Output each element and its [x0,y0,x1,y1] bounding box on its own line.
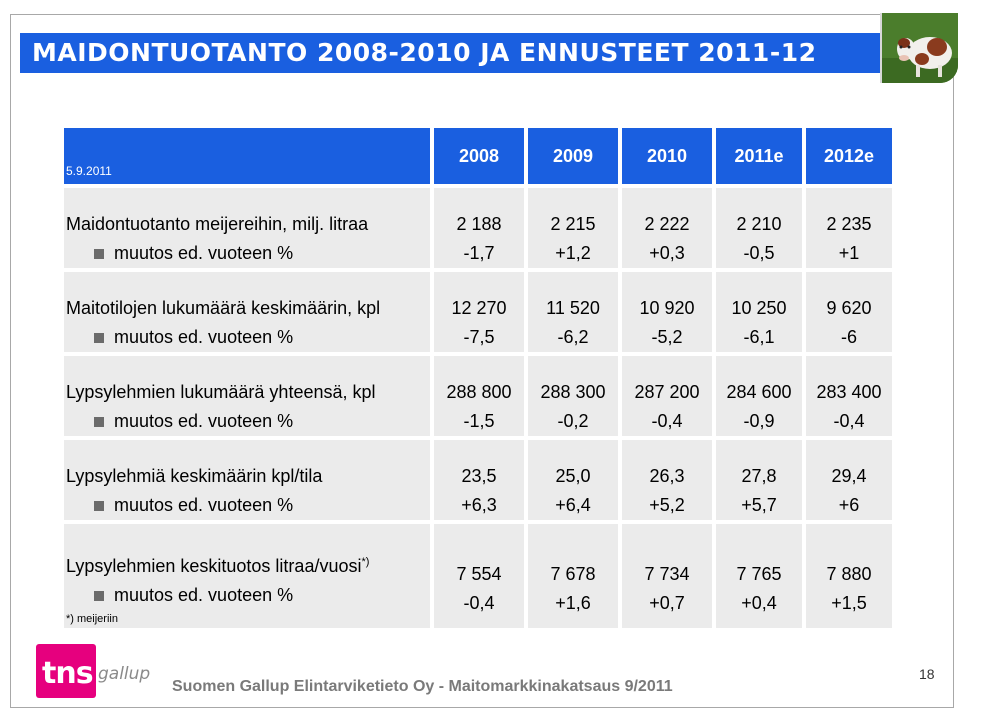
value-cell: 10 250 -6,1 [716,272,802,352]
value-cell: 27,8 +5,7 [716,440,802,520]
value-cell: 2 215 +1,2 [528,188,618,268]
value-cell: 283 400 -0,4 [806,356,892,436]
value-cell: 11 520 -6,2 [528,272,618,352]
value-cell: 2 210 -0,5 [716,188,802,268]
value-cell: 2 222 +0,3 [622,188,712,268]
value-cell: 9 620 -6 [806,272,892,352]
cow-photo [882,13,958,83]
row-label: Lypsylehmien keskituotos litraa/vuosi [66,556,362,576]
table-row: Maidontuotanto meijereihin, milj. litraa… [64,188,892,268]
value-cell: 284 600 -0,9 [716,356,802,436]
value-cell: 7 765 +0,4 [716,524,802,628]
bullet-square-icon [94,417,104,427]
table-row: Lypsylehmien lukumäärä yhteensä, kpl muu… [64,356,892,436]
value-cell: 23,5 +6,3 [434,440,524,520]
row-label-cell: Lypsylehmien lukumäärä yhteensä, kpl muu… [64,356,430,436]
row-label-cell: Maitotilojen lukumäärä keskimäärin, kpl … [64,272,430,352]
value-cell: 288 800 -1,5 [434,356,524,436]
row-label-cell: Maidontuotanto meijereihin, milj. litraa… [64,188,430,268]
row-label: Maitotilojen lukumäärä keskimäärin, kpl [66,298,381,318]
value-cell: 7 554 -0,4 [434,524,524,628]
table-row: Maitotilojen lukumäärä keskimäärin, kpl … [64,272,892,352]
footnote: *) meijeriin [66,613,118,625]
value-cell: 7 880 +1,5 [806,524,892,628]
value-cell: 2 188 -1,7 [434,188,524,268]
value-cell: 2 235 +1 [806,188,892,268]
table-row: Lypsylehmien keskituotos litraa/vuosi *) … [64,524,892,628]
value-cell: 287 200 -0,4 [622,356,712,436]
row-label: Lypsylehmien lukumäärä yhteensä, kpl [66,382,376,402]
year-header-2012e: 2012e [806,128,892,184]
page-number: 18 [919,666,935,682]
change-label: muutos ed. vuoteen % [114,327,294,347]
year-header-2008: 2008 [434,128,524,184]
header-date-cell: 5.9.2011 [64,128,430,184]
bullet-square-icon [94,591,104,601]
row-label-cell: Lypsylehmien keskituotos litraa/vuosi *) … [64,524,430,628]
tns-logo-box: tns [36,644,96,698]
bullet-square-icon [94,249,104,259]
footnote-marker: *) [361,556,370,568]
year-header-2011e: 2011e [716,128,802,184]
value-cell: 288 300 -0,2 [528,356,618,436]
table-date: 5.9.2011 [66,164,112,178]
value-cell: 7 678 +1,6 [528,524,618,628]
change-label: muutos ed. vuoteen % [114,495,294,515]
value-cell: 7 734 +0,7 [622,524,712,628]
value-cell: 10 920 -5,2 [622,272,712,352]
tns-logo-text: tns [42,656,94,691]
slide-title: MAIDONTUOTANTO 2008-2010 JA ENNUSTEET 20… [20,33,886,73]
bullet-square-icon [94,501,104,511]
cow-icon [882,13,958,83]
change-label: muutos ed. vuoteen % [114,243,294,263]
year-header-2010: 2010 [622,128,712,184]
change-label: muutos ed. vuoteen % [114,411,294,431]
value-cell: 12 270 -7,5 [434,272,524,352]
row-label: Lypsylehmiä keskimäärin kpl/tila [66,466,323,486]
footer-text: Suomen Gallup Elintarviketieto Oy - Mait… [172,678,673,695]
bullet-square-icon [94,333,104,343]
row-label: Maidontuotanto meijereihin, milj. litraa [66,214,369,234]
table-row: Lypsylehmiä keskimäärin kpl/tila muutos … [64,440,892,520]
row-label-cell: Lypsylehmiä keskimäärin kpl/tila muutos … [64,440,430,520]
gallup-logo-text: gallup [98,664,151,684]
production-table: 5.9.2011 2008 2009 2010 2011e 2012e Maid… [60,128,896,628]
value-cell: 29,4 +6 [806,440,892,520]
value-cell: 26,3 +5,2 [622,440,712,520]
year-header-2009: 2009 [528,128,618,184]
photo-divider [880,13,882,83]
change-label: muutos ed. vuoteen % [114,585,294,605]
value-cell: 25,0 +6,4 [528,440,618,520]
